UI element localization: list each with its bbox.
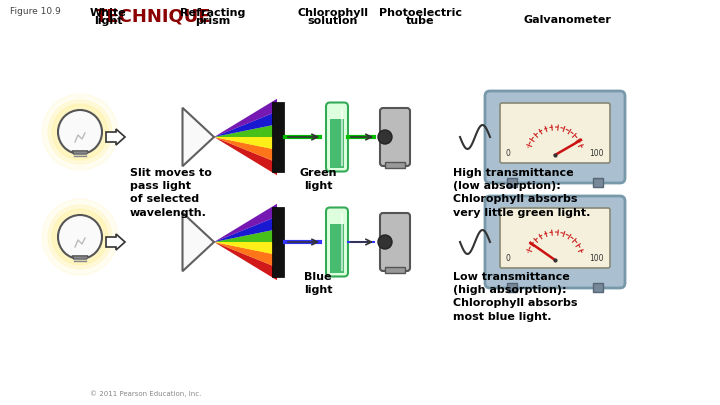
- Circle shape: [58, 110, 102, 154]
- Text: 100: 100: [590, 149, 604, 158]
- Text: Blue
light: Blue light: [304, 272, 332, 295]
- Polygon shape: [214, 242, 277, 280]
- Bar: [385, 267, 405, 273]
- Text: Slit moves to
pass light
of selected
wavelength.: Slit moves to pass light of selected wav…: [130, 168, 212, 217]
- Text: 0: 0: [506, 149, 511, 158]
- Polygon shape: [182, 108, 214, 166]
- Bar: [593, 283, 603, 292]
- Circle shape: [378, 130, 392, 144]
- Circle shape: [42, 94, 118, 170]
- FancyBboxPatch shape: [326, 102, 348, 171]
- Bar: [330, 224, 344, 273]
- Polygon shape: [214, 137, 277, 162]
- Text: 0: 0: [506, 254, 511, 263]
- FancyBboxPatch shape: [500, 208, 610, 268]
- Text: Photoelectric: Photoelectric: [379, 8, 462, 18]
- Polygon shape: [214, 242, 277, 255]
- Polygon shape: [106, 129, 125, 145]
- FancyBboxPatch shape: [380, 108, 410, 166]
- Bar: [507, 178, 517, 187]
- Circle shape: [58, 215, 102, 259]
- Polygon shape: [214, 229, 277, 242]
- Text: Chlorophyll: Chlorophyll: [297, 8, 369, 18]
- Circle shape: [48, 205, 112, 269]
- Text: High transmittance
(low absorption):
Chlorophyll absorbs
very little green light: High transmittance (low absorption): Chl…: [453, 168, 590, 217]
- Circle shape: [52, 104, 108, 160]
- FancyBboxPatch shape: [500, 103, 610, 163]
- Polygon shape: [214, 242, 277, 267]
- Polygon shape: [214, 137, 277, 175]
- Text: Green
light: Green light: [300, 168, 337, 191]
- Text: prism: prism: [195, 16, 230, 26]
- Bar: [272, 207, 284, 277]
- Polygon shape: [72, 256, 88, 259]
- FancyBboxPatch shape: [380, 213, 410, 271]
- Text: solution: solution: [308, 16, 358, 26]
- Polygon shape: [214, 99, 277, 137]
- FancyBboxPatch shape: [326, 207, 348, 277]
- FancyBboxPatch shape: [485, 196, 625, 288]
- Bar: [272, 102, 284, 172]
- Polygon shape: [214, 217, 277, 242]
- Bar: [330, 119, 344, 168]
- Text: © 2011 Pearson Education, Inc.: © 2011 Pearson Education, Inc.: [90, 390, 202, 397]
- Circle shape: [42, 199, 118, 275]
- FancyBboxPatch shape: [485, 91, 625, 183]
- Text: Refracting: Refracting: [180, 8, 246, 18]
- Bar: [385, 162, 405, 168]
- Polygon shape: [182, 213, 214, 271]
- Polygon shape: [214, 204, 277, 242]
- Polygon shape: [106, 234, 125, 250]
- Circle shape: [48, 100, 112, 164]
- Text: tube: tube: [406, 16, 434, 26]
- Polygon shape: [214, 111, 277, 137]
- Polygon shape: [72, 151, 88, 154]
- Text: light: light: [94, 16, 122, 26]
- Text: Low transmittance
(high absorption):
Chlorophyll absorbs
most blue light.: Low transmittance (high absorption): Chl…: [453, 272, 577, 322]
- Bar: [507, 283, 517, 292]
- Text: White: White: [90, 8, 126, 18]
- Text: TECHNIQUE: TECHNIQUE: [95, 7, 212, 25]
- Text: Galvanometer: Galvanometer: [523, 15, 611, 25]
- Bar: [593, 178, 603, 187]
- Polygon shape: [214, 124, 277, 137]
- Polygon shape: [214, 137, 277, 150]
- Circle shape: [52, 209, 108, 265]
- Circle shape: [378, 235, 392, 249]
- Text: Figure 10.9: Figure 10.9: [10, 7, 60, 16]
- Text: 100: 100: [590, 254, 604, 263]
